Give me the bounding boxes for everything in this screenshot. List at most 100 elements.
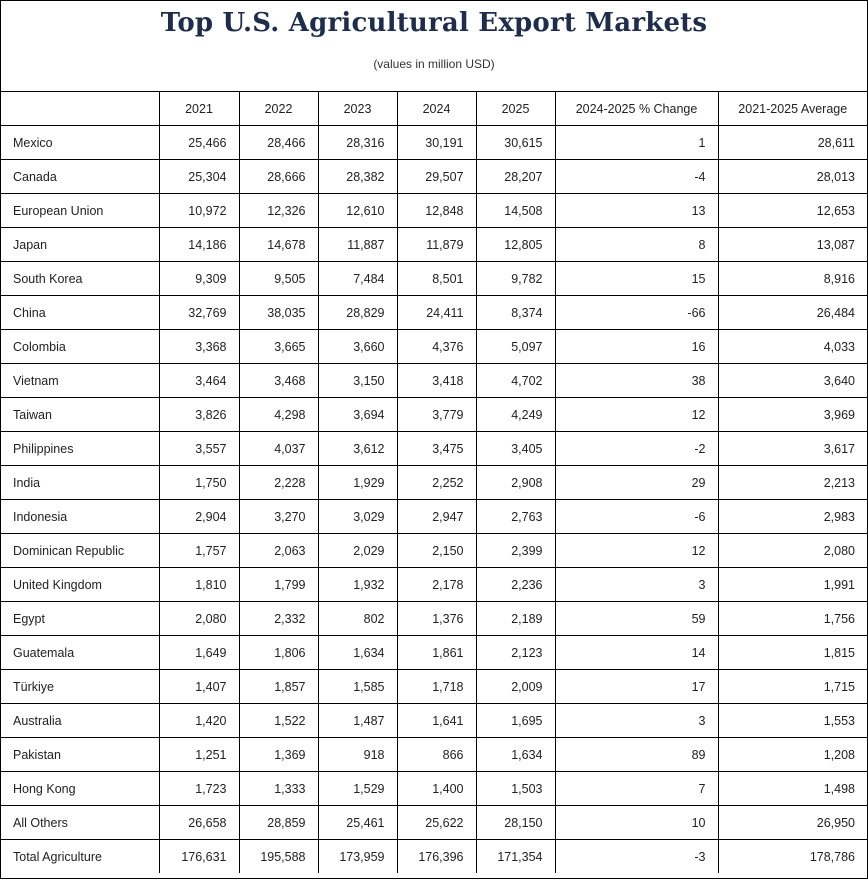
table-cell: 25,461: [317, 805, 398, 840]
table-cell: 1,756: [717, 601, 867, 636]
table-cell: 9,309: [158, 261, 240, 296]
table-cell: 1,857: [238, 669, 319, 704]
table-cell: 1,649: [158, 635, 240, 670]
table-cell: 1,695: [475, 703, 556, 738]
table-cell: 195,588: [238, 839, 319, 873]
table-cell: 1,420: [158, 703, 240, 738]
table-cell: 1,208: [717, 737, 867, 772]
row-label: Mexico: [1, 125, 160, 160]
table-cell: 4,702: [475, 363, 556, 398]
table-cell: 2,123: [475, 635, 556, 670]
table-cell: 3,969: [717, 397, 867, 432]
table-body: Mexico 25,466 28,466 28,316 30,191 30,615 1 28,…: [1, 125, 867, 873]
table-cell: 24,411: [396, 295, 477, 330]
table-cell: 30,191: [396, 125, 477, 160]
table-cell: 3,612: [317, 431, 398, 466]
table-cell: 2,189: [475, 601, 556, 636]
table-cell: 2,252: [396, 465, 477, 500]
table-cell: 2,009: [475, 669, 556, 704]
column-header: 2023: [317, 92, 398, 126]
table-cell: -66: [554, 295, 719, 330]
table-cell: 1,799: [238, 567, 319, 602]
table-cell: -4: [554, 159, 719, 194]
page-title: Top U.S. Agricultural Export Markets: [160, 8, 708, 38]
table-cell: 9,782: [475, 261, 556, 296]
table-cell: 28,466: [238, 125, 319, 160]
table-cell: 12,610: [317, 193, 398, 228]
table-cell: 12,653: [717, 193, 867, 228]
row-label: South Korea: [1, 261, 160, 296]
table-cell: 3,418: [396, 363, 477, 398]
table-cell: 25,304: [158, 159, 240, 194]
table-cell: -3: [554, 839, 719, 873]
table-cell: 3,660: [317, 329, 398, 364]
table-cell: 2,332: [238, 601, 319, 636]
table-cell: 1,634: [317, 635, 398, 670]
column-header: 2024: [396, 92, 477, 126]
table-cell: 1,815: [717, 635, 867, 670]
table-row: China 32,769 38,035 28,829 24,411 8,374 -66 26,…: [1, 295, 867, 330]
table-cell: 1,861: [396, 635, 477, 670]
row-label: Canada: [1, 159, 160, 194]
row-label: Egypt: [1, 601, 160, 636]
row-label: Vietnam: [1, 363, 160, 398]
table-row: Japan 14,186 14,678 11,887 11,879 12,805 8 13,0…: [1, 227, 867, 262]
table-cell: 12,805: [475, 227, 556, 262]
table-row: Taiwan 3,826 4,298 3,694 3,779 4,249 12 3,969: [1, 397, 867, 432]
table-cell: 15: [554, 261, 719, 296]
table-cell: 3: [554, 703, 719, 738]
table-cell: 1,400: [396, 771, 477, 806]
row-label: Taiwan: [1, 397, 160, 432]
table-cell: 32,769: [158, 295, 240, 330]
table-cell: 11,887: [317, 227, 398, 262]
column-header: 2024-2025 % Change: [554, 92, 719, 126]
column-header: 2021: [158, 92, 240, 126]
row-label: Australia: [1, 703, 160, 738]
table-cell: 38: [554, 363, 719, 398]
table-cell: 14,678: [238, 227, 319, 262]
table-row: South Korea 9,309 9,505 7,484 8,501 9,782 15 8,…: [1, 261, 867, 296]
table-cell: 2,150: [396, 533, 477, 568]
table-row: Hong Kong 1,723 1,333 1,529 1,400 1,503 7 1,498: [1, 771, 867, 806]
table-cell: 26,484: [717, 295, 867, 330]
table-row: Colombia 3,368 3,665 3,660 4,376 5,097 16 4,033: [1, 329, 867, 364]
table-cell: 28,150: [475, 805, 556, 840]
table-cell: 178,786: [717, 839, 867, 873]
table-cell: 4,376: [396, 329, 477, 364]
table-cell: 1,991: [717, 567, 867, 602]
page-subtitle: (values in million USD): [373, 57, 495, 71]
table-row: Egypt 2,080 2,332 802 1,376 2,189 59 1,756: [1, 601, 867, 636]
table-cell: 13,087: [717, 227, 867, 262]
row-label: Japan: [1, 227, 160, 262]
table-cell: 2,228: [238, 465, 319, 500]
table-cell: 12,848: [396, 193, 477, 228]
table-cell: 17: [554, 669, 719, 704]
table-cell: -2: [554, 431, 719, 466]
row-label: All Others: [1, 805, 160, 840]
table-cell: 173,959: [317, 839, 398, 873]
table-cell: 1,750: [158, 465, 240, 500]
table-cell: 1,529: [317, 771, 398, 806]
table-row: Total Agriculture 176,631 195,588 173,959 17…: [1, 839, 867, 873]
table-cell: 1,806: [238, 635, 319, 670]
table-cell: 2,029: [317, 533, 398, 568]
table-cell: 28,316: [317, 125, 398, 160]
title-area: Top U.S. Agricultural Export Markets (va…: [1, 1, 867, 92]
table-cell: 59: [554, 601, 719, 636]
table-cell: 9,505: [238, 261, 319, 296]
row-label: India: [1, 465, 160, 500]
table-cell: 89: [554, 737, 719, 772]
table-cell: 26,658: [158, 805, 240, 840]
table-cell: 26,950: [717, 805, 867, 840]
row-label: China: [1, 295, 160, 330]
table-row: Mexico 25,466 28,466 28,316 30,191 30,615 1 28,…: [1, 125, 867, 160]
table-cell: 2,908: [475, 465, 556, 500]
table-cell: 1,369: [238, 737, 319, 772]
table-cell: 3,029: [317, 499, 398, 534]
row-label: Guatemala: [1, 635, 160, 670]
table-cell: 176,396: [396, 839, 477, 873]
table-row: Australia 1,420 1,522 1,487 1,641 1,695 3 1,553: [1, 703, 867, 738]
table-cell: 4,298: [238, 397, 319, 432]
table-cell: 8: [554, 227, 719, 262]
row-label: Indonesia: [1, 499, 160, 534]
